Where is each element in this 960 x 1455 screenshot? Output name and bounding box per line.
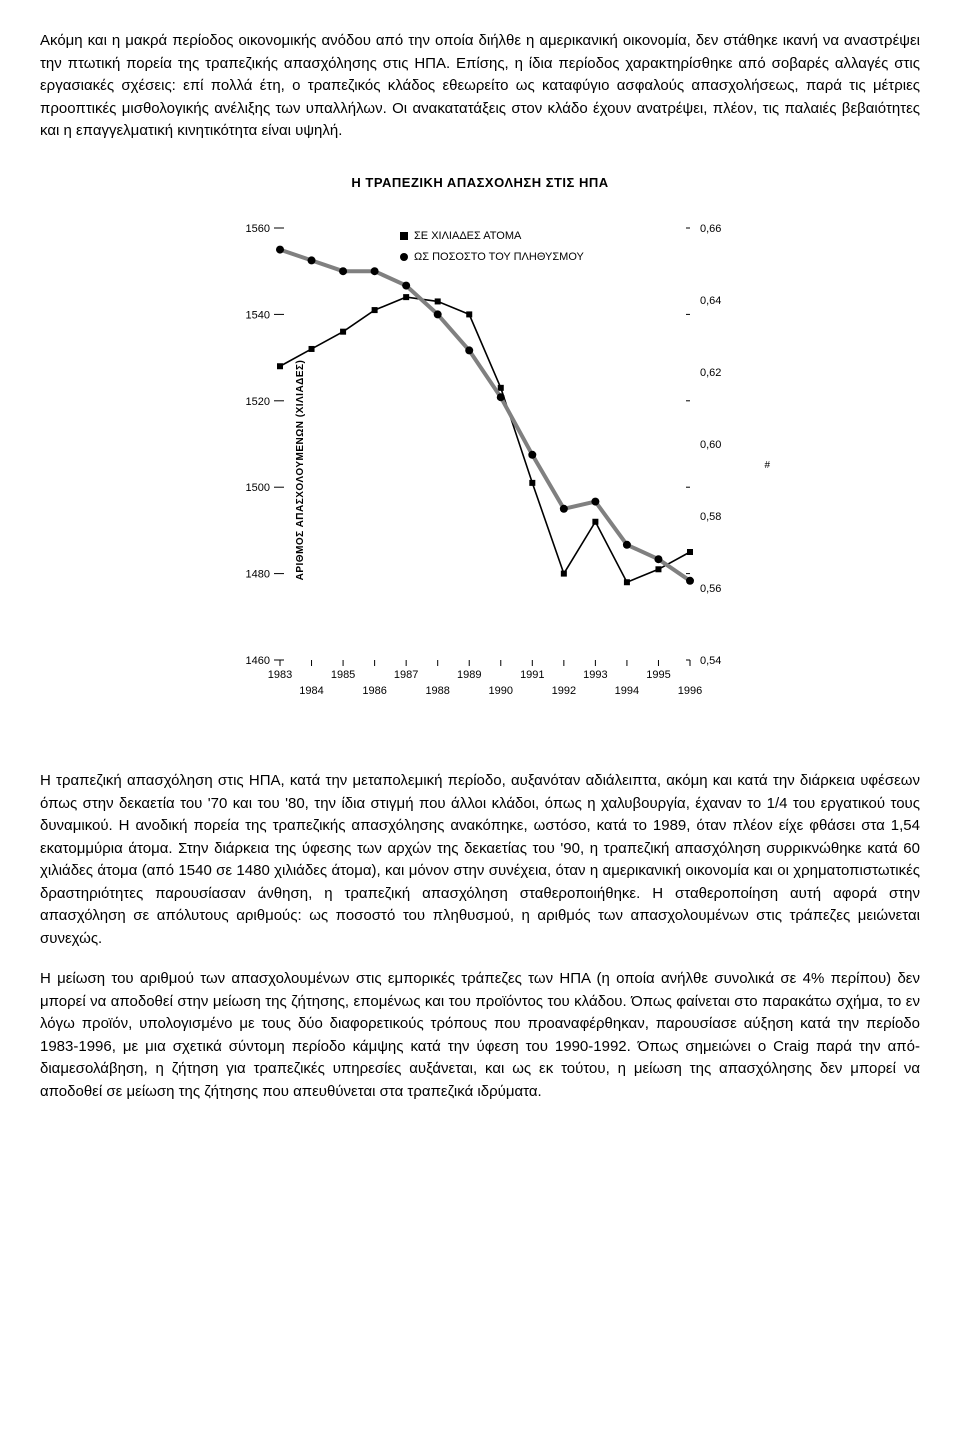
svg-text:0,56: 0,56: [700, 583, 721, 595]
y-axis-left-label: ΑΡΙΘΜΟΣ ΑΠΑΣΧΟΛΟΥΜΕΝΩΝ (ΧΙΛΙΑΔΕΣ): [293, 360, 308, 581]
legend-label-thousands: ΣΕ ΧΙΛΙΑΔΕΣ ΑΤΟΜΑ: [414, 228, 521, 245]
svg-text:1995: 1995: [646, 669, 670, 681]
svg-text:0,64: 0,64: [700, 295, 721, 307]
chart-svg: 1460 1480 1500 1520 1540 1560 0,54 0,56 0,58 0,60…: [200, 210, 760, 730]
svg-text:1992: 1992: [552, 685, 576, 697]
svg-text:1500: 1500: [246, 482, 270, 494]
svg-text:1986: 1986: [362, 685, 386, 697]
svg-text:1989: 1989: [457, 669, 481, 681]
paragraph-1: Ακόμη και η μακρά περίοδος οικονομικής α…: [40, 30, 920, 143]
svg-text:1985: 1985: [331, 669, 355, 681]
chart-area: ΑΡΙΘΜΟΣ ΑΠΑΣΧΟΛΟΥΜΕΝΩΝ (ΧΙΛΙΑΔΕΣ) ΣΕ ΧΙΛ…: [200, 210, 760, 730]
svg-text:1996: 1996: [678, 685, 702, 697]
square-marker-icon: [400, 232, 408, 240]
svg-text:1520: 1520: [246, 396, 270, 408]
chart-container: Η ΤΡΑΠΕΖΙΚΗ ΑΠΑΣΧΟΛΗΣΗ ΣΤΙΣ ΗΠΑ ΑΡΙΘΜΟΣ …: [40, 173, 920, 731]
svg-text:0,66: 0,66: [700, 223, 721, 235]
svg-text:0,60: 0,60: [700, 439, 721, 451]
svg-text:1984: 1984: [299, 685, 323, 697]
svg-text:0,58: 0,58: [700, 511, 721, 523]
paragraph-3: Η μείωση του αριθμού των απασχολουμένων …: [40, 968, 920, 1103]
circle-marker-icon: [400, 253, 408, 261]
svg-text:0,54: 0,54: [700, 655, 721, 667]
chart-legend: ΣΕ ΧΙΛΙΑΔΕΣ ΑΤΟΜΑ ΩΣ ΠΟΣΟΣΤΟ ΤΟΥ ΠΛΗΘΥΣΜ…: [400, 228, 584, 269]
side-marker-icon: #: [764, 458, 770, 473]
legend-label-percent: ΩΣ ΠΟΣΟΣΤΟ ΤΟΥ ΠΛΗΘΥΣΜΟΥ: [414, 249, 584, 266]
svg-text:1460: 1460: [246, 655, 270, 667]
legend-item-percent: ΩΣ ΠΟΣΟΣΤΟ ΤΟΥ ΠΛΗΘΥΣΜΟΥ: [400, 249, 584, 266]
svg-text:1990: 1990: [489, 685, 513, 697]
svg-text:1991: 1991: [520, 669, 544, 681]
svg-text:1987: 1987: [394, 669, 418, 681]
paragraph-2: Η τραπεζική απασχόληση στις ΗΠΑ, κατά τη…: [40, 770, 920, 950]
svg-text:1993: 1993: [583, 669, 607, 681]
legend-item-thousands: ΣΕ ΧΙΛΙΑΔΕΣ ΑΤΟΜΑ: [400, 228, 584, 245]
chart-title: Η ΤΡΑΠΕΖΙΚΗ ΑΠΑΣΧΟΛΗΣΗ ΣΤΙΣ ΗΠΑ: [351, 173, 608, 193]
svg-text:0,62: 0,62: [700, 367, 721, 379]
svg-text:1480: 1480: [246, 569, 270, 581]
svg-text:1988: 1988: [425, 685, 449, 697]
svg-text:1540: 1540: [246, 309, 270, 321]
svg-text:1560: 1560: [246, 223, 270, 235]
svg-text:1994: 1994: [615, 685, 639, 697]
svg-text:1983: 1983: [268, 669, 292, 681]
